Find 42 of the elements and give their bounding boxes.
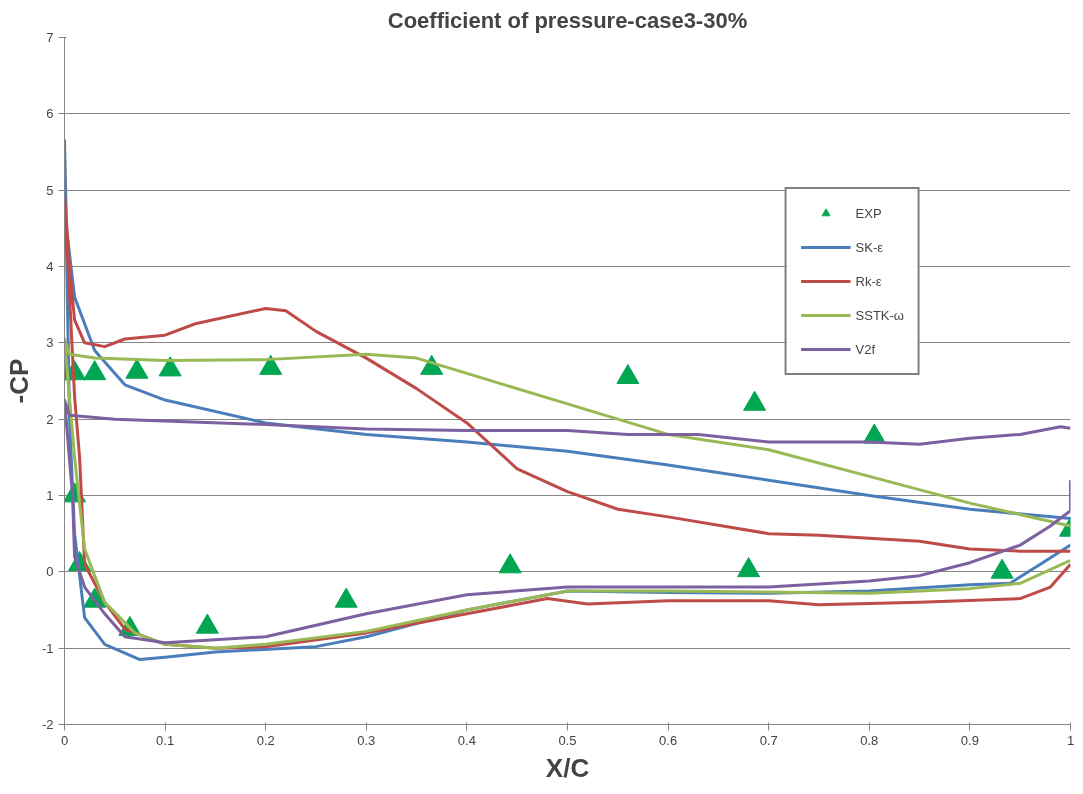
y-tick-label: -2 bbox=[41, 717, 54, 732]
x-tick-label: 1 bbox=[1066, 732, 1075, 748]
point bbox=[334, 587, 358, 608]
y-tick-label: 1 bbox=[46, 488, 54, 503]
y-tick-label: 5 bbox=[46, 182, 54, 198]
point bbox=[83, 360, 107, 381]
x-tick-label: 0 bbox=[60, 732, 69, 748]
legend-label: Rk-ε bbox=[855, 273, 882, 289]
point bbox=[158, 356, 182, 377]
y-tick-label: 0 bbox=[46, 564, 54, 580]
legend-label: EXP bbox=[855, 205, 882, 221]
x-tick-label: 0.3 bbox=[357, 732, 376, 748]
legend-label: V2f bbox=[855, 341, 876, 357]
x-tick-label: 0.7 bbox=[759, 732, 778, 748]
point bbox=[259, 354, 283, 375]
y-tick-label: -1 bbox=[41, 640, 54, 656]
legend-label: SSTK-ω bbox=[855, 307, 904, 323]
x-tick-label: 0.5 bbox=[558, 732, 577, 748]
x-tick-label: 0.2 bbox=[256, 732, 275, 748]
point bbox=[195, 613, 219, 634]
line-series bbox=[64, 398, 1071, 645]
y-tick-label: 3 bbox=[46, 335, 54, 351]
point bbox=[616, 363, 640, 385]
x-axis-title: X/C bbox=[545, 752, 590, 783]
point bbox=[737, 557, 761, 578]
y-tick-label: 2 bbox=[46, 411, 54, 427]
point bbox=[125, 358, 149, 379]
x-tick-label: 0.9 bbox=[960, 732, 979, 748]
chart-title: Coefficient of pressure-case3-30% bbox=[387, 7, 748, 33]
point bbox=[498, 553, 522, 574]
x-tick-label: 0.1 bbox=[156, 732, 175, 748]
y-tick-label: 7 bbox=[46, 30, 54, 45]
y-tick-label: 4 bbox=[46, 259, 54, 274]
point bbox=[990, 558, 1014, 579]
legend-label: SK-ε bbox=[855, 239, 884, 255]
y-axis-title: -CP bbox=[3, 358, 34, 404]
y-tick-label: 6 bbox=[46, 106, 54, 122]
x-tick-label: 0.6 bbox=[659, 732, 678, 748]
point bbox=[743, 390, 767, 411]
x-tick-label: 0.4 bbox=[457, 732, 476, 748]
line-series bbox=[64, 337, 1071, 650]
x-tick-label: 0.8 bbox=[860, 732, 879, 748]
